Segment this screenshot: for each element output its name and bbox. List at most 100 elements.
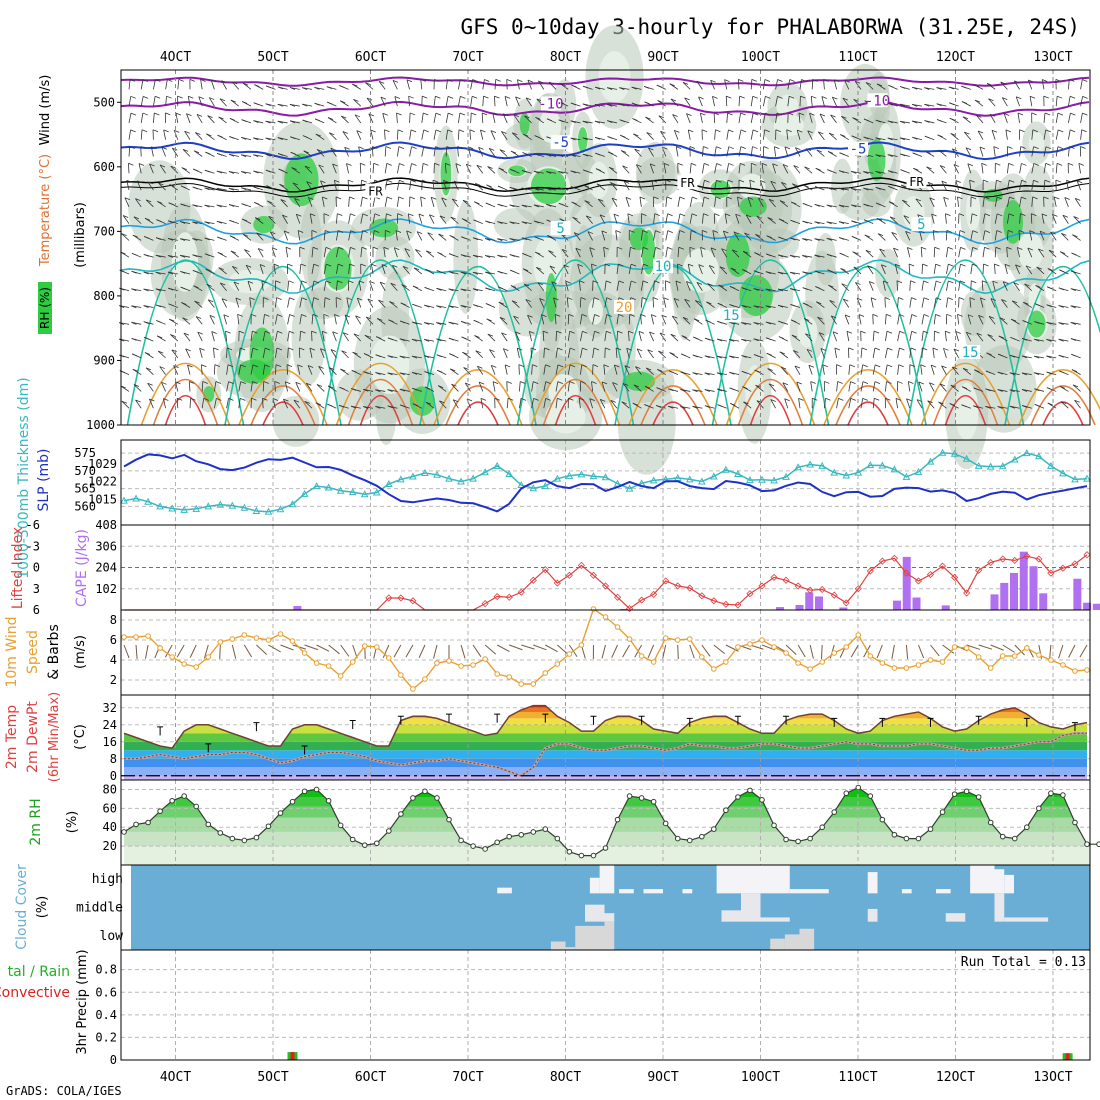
wind-barb-flag [606, 297, 612, 301]
rh-point [386, 828, 392, 834]
rh-point [987, 819, 994, 826]
rh-point [915, 835, 922, 842]
bottom-time-label: 12OCT [936, 1070, 975, 1085]
wind-barb-flag [863, 171, 869, 174]
wind-barb-flag [952, 366, 958, 370]
wind-barb [549, 265, 557, 275]
wind-barb-flag [741, 287, 747, 290]
temp-tick-label: 24 [103, 718, 117, 732]
wind-barb-flag [929, 197, 935, 201]
wind-barb-flag [524, 115, 530, 119]
cape-bar [893, 600, 901, 610]
wind-barb-flag [997, 353, 1004, 357]
wind-barb-flag [448, 271, 454, 274]
thickness-point [890, 465, 899, 473]
wind-barb-flag [969, 297, 975, 300]
wind-barb [401, 284, 410, 292]
wind-barb-flag [216, 398, 222, 401]
wind-barb-flag [648, 147, 654, 151]
temp-arch-contour [711, 259, 830, 426]
rh-band [124, 784, 1090, 790]
wind-barb [397, 163, 400, 174]
thickness-point [144, 497, 152, 505]
thickness-point [168, 504, 176, 512]
rh-point [121, 829, 127, 835]
wind-barb-flag [613, 213, 620, 217]
wind-barb [233, 281, 240, 291]
wind-barb-flag [981, 162, 987, 166]
wind-barb-flag [472, 79, 478, 82]
temp-arch-contour [457, 401, 499, 426]
wind-barb [554, 314, 557, 325]
wind-barb-flag [875, 364, 881, 368]
wind-barb-flag [119, 338, 125, 342]
wind-barb-flag [690, 230, 697, 233]
wind-barb [931, 213, 935, 224]
rh-point [723, 807, 729, 814]
wind-barb-flag [837, 381, 843, 384]
wind-barb-flag [228, 187, 235, 191]
wind-barb-flag [256, 232, 262, 236]
wind-barb [472, 644, 482, 657]
rh-point [530, 829, 537, 835]
wind-barb [231, 644, 237, 659]
thickness-point [276, 505, 285, 513]
cape-bar [776, 607, 784, 610]
wind-barb-flag [435, 112, 442, 116]
wind-speed-point [566, 651, 573, 657]
temp-band [124, 767, 1087, 776]
wind-tick-label: 2 [110, 673, 117, 687]
wind-barb-flag [1059, 385, 1065, 389]
thickness-axis-label: 1000-500mb Thickness (dm) [16, 377, 32, 578]
rh-band [124, 831, 1090, 847]
wind-barb-flag [1046, 321, 1052, 325]
wind-barb-flag [863, 118, 870, 122]
wind-barb-flag [126, 179, 132, 183]
wind-barb [623, 181, 630, 191]
wind-barb-flag [946, 230, 952, 233]
wind-barb-flag [155, 79, 161, 82]
wind-barb-flag [887, 120, 893, 124]
wind-barb [841, 115, 850, 124]
wind-barb-flag [637, 348, 643, 352]
wind-barb-flag [948, 263, 954, 267]
wind-barb [538, 80, 545, 90]
wind-barb-flag [802, 271, 808, 275]
wind-barb-flag [960, 246, 966, 250]
wind-barb [803, 318, 813, 325]
wind-barb-flag [985, 405, 991, 409]
cape-tick-label: 408 [95, 518, 117, 532]
wind-barb [1055, 163, 1058, 174]
wind-barb-flag [452, 399, 459, 403]
wind-barb-flag [551, 281, 557, 285]
wind-barb-flag [563, 264, 569, 268]
wind-barb-flag [483, 95, 489, 99]
wind-barb [872, 398, 875, 409]
thickness-point [854, 468, 863, 476]
wind-barb-flag [961, 386, 968, 389]
wind-barb-flag [729, 286, 736, 289]
temp-arch-contour [542, 378, 609, 426]
wind-barb-flag [646, 132, 652, 135]
rh-high-blob [623, 371, 656, 391]
wind-barb-flag [899, 330, 905, 334]
wind-barb-flag [158, 350, 164, 354]
wind-barb [1013, 282, 1020, 291]
wind-barb-flag [388, 319, 394, 323]
wind-barb [1000, 81, 1008, 90]
rh-point [434, 795, 440, 801]
wind-barb-flag [395, 230, 402, 233]
wind-barb-flag [346, 163, 352, 166]
wind-barb [299, 314, 302, 325]
lifted-index-point [938, 562, 947, 570]
wind-barb-flag [264, 314, 270, 317]
contour-label: -5 [850, 142, 867, 158]
wind-barb [418, 213, 423, 224]
wind-barb [189, 644, 197, 658]
wind-barb [933, 280, 937, 291]
wind-barb [536, 267, 545, 275]
wind-barb-flag [997, 389, 1003, 392]
wind-barb-flag [175, 112, 182, 116]
wind-barb-flag [604, 263, 611, 267]
wind-barb-flag [235, 297, 242, 301]
